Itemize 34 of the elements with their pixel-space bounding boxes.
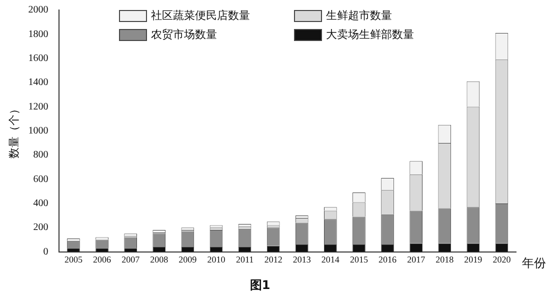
x-tick-label: 2015 <box>350 254 368 265</box>
y-tick-label: 2000 <box>28 4 48 16</box>
x-tick-label: 2006 <box>93 254 112 265</box>
x-tick-label: 2007 <box>122 254 140 265</box>
x-tick-label: 2020 <box>492 254 512 265</box>
y-tick-label: 1600 <box>28 52 48 64</box>
x-tick-label: 2019 <box>464 254 483 265</box>
x-tick-label: 2010 <box>207 254 226 265</box>
y-tick-label: 200 <box>33 222 48 234</box>
x-tick-label: 2016 <box>378 254 398 265</box>
y-tick-label: 0 <box>43 246 48 258</box>
x-axis-title: 年份 <box>522 256 546 270</box>
text: 图1 <box>250 278 270 292</box>
y-tick-label: 1800 <box>28 28 48 40</box>
x-tick-label: 2013 <box>292 254 312 265</box>
x-tick-label: 2012 <box>264 254 282 265</box>
legend-label: 农贸市场数量 <box>151 27 217 42</box>
y-tick-label: 1400 <box>28 77 48 88</box>
legend-label: 生鲜超市数量 <box>326 8 392 23</box>
y-tick-label: 800 <box>33 150 48 161</box>
y-axis-title: 数量（个） <box>7 103 20 158</box>
x-tick-label: 2011 <box>236 254 254 265</box>
x-tick-label: 2009 <box>178 254 198 265</box>
legend-label: 社区蔬菜便民店数量 <box>151 8 250 23</box>
y-tick-label: 1200 <box>28 101 48 112</box>
y-tick-label: 400 <box>33 198 48 210</box>
legend-label: 大卖场生鲜部数量 <box>326 27 414 42</box>
y-tick-label: 1000 <box>28 126 48 137</box>
y-tick-label: 600 <box>33 174 48 185</box>
x-tick-label: 2017 <box>407 254 426 265</box>
x-tick-label: 2005 <box>64 254 83 265</box>
x-tick-label: 2008 <box>150 254 169 265</box>
x-tick-label: 2014 <box>321 254 340 265</box>
x-tick-label: 2018 <box>436 254 454 265</box>
